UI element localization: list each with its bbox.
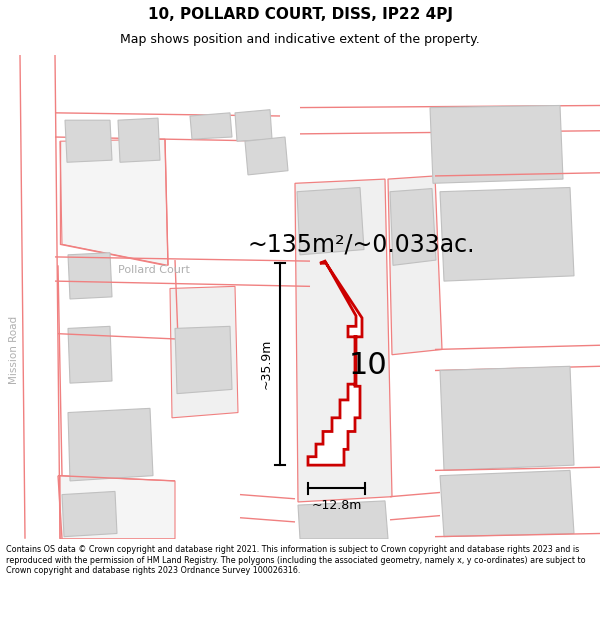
Polygon shape	[297, 188, 364, 255]
Polygon shape	[245, 137, 288, 175]
Polygon shape	[440, 366, 574, 471]
Text: ~35.9m: ~35.9m	[260, 339, 272, 389]
Text: ~12.8m: ~12.8m	[311, 499, 362, 512]
Polygon shape	[235, 109, 272, 141]
Polygon shape	[295, 179, 392, 502]
Polygon shape	[175, 326, 232, 394]
Polygon shape	[388, 176, 442, 355]
Polygon shape	[430, 106, 563, 183]
Text: Mission Road: Mission Road	[9, 316, 19, 384]
Text: Map shows position and indicative extent of the property.: Map shows position and indicative extent…	[120, 34, 480, 46]
Polygon shape	[190, 113, 232, 139]
Polygon shape	[68, 253, 112, 299]
Polygon shape	[60, 476, 175, 539]
Polygon shape	[170, 286, 238, 418]
Polygon shape	[298, 501, 388, 539]
Polygon shape	[68, 326, 112, 383]
Polygon shape	[440, 188, 574, 281]
Text: ~135m²/~0.033ac.: ~135m²/~0.033ac.	[248, 232, 476, 256]
Polygon shape	[118, 118, 160, 162]
Polygon shape	[65, 120, 112, 162]
Polygon shape	[390, 189, 436, 266]
Polygon shape	[62, 491, 117, 537]
Text: 10: 10	[349, 351, 388, 380]
Polygon shape	[68, 408, 153, 481]
Polygon shape	[308, 261, 362, 465]
Text: Pollard Court: Pollard Court	[118, 264, 190, 274]
Text: Contains OS data © Crown copyright and database right 2021. This information is : Contains OS data © Crown copyright and d…	[6, 545, 586, 575]
Polygon shape	[60, 139, 168, 266]
Text: 10, POLLARD COURT, DISS, IP22 4PJ: 10, POLLARD COURT, DISS, IP22 4PJ	[148, 7, 452, 22]
Polygon shape	[440, 471, 574, 537]
